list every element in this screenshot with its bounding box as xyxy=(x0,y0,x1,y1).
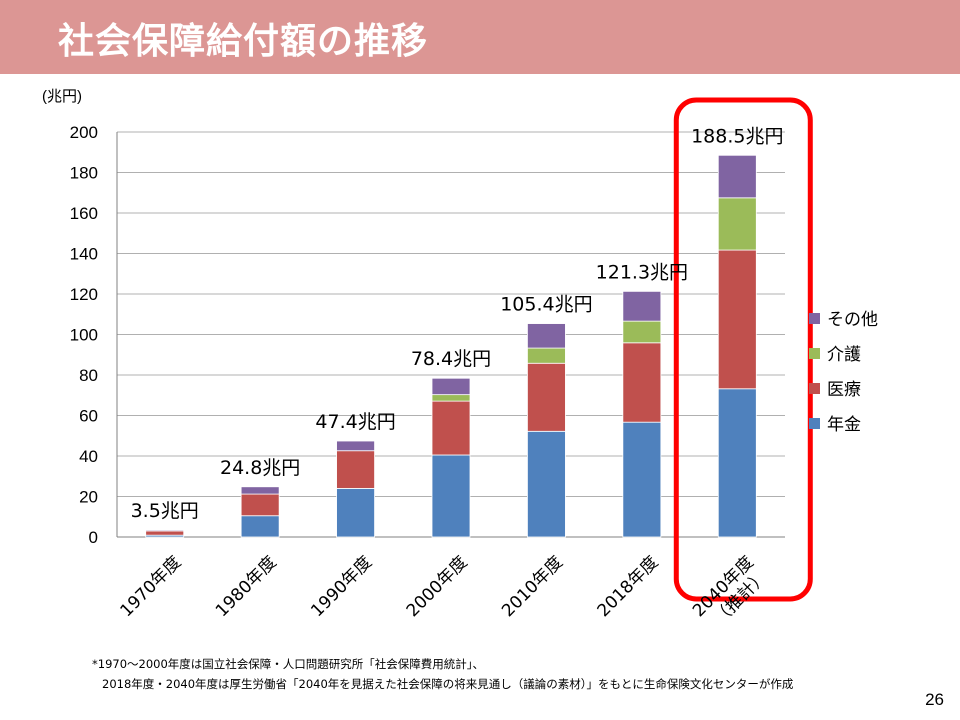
stacked-bar-chart: (兆円) 0 20 40 60 80 100 120 140 160 180 200 3.5兆円 24… xyxy=(42,88,878,629)
page-number: 26 xyxy=(925,690,944,709)
bar-segment xyxy=(717,249,757,390)
legend-label: 医療 xyxy=(827,380,861,400)
y-tick-labels: 0 20 40 60 80 100 120 140 160 180 200 xyxy=(70,123,98,547)
y-tick-label: 100 xyxy=(70,326,98,345)
total-label: 3.5兆円 xyxy=(131,500,199,522)
legend-label: 介護 xyxy=(827,345,861,365)
slide-title: 社会保障給付額の推移 xyxy=(58,21,429,62)
bar-segment xyxy=(145,530,185,536)
bar-segment xyxy=(240,515,280,538)
legend-label: その他 xyxy=(827,310,878,330)
x-tick-label: 1990年度 xyxy=(307,552,376,621)
x-tick-label-line: 1980年度 xyxy=(212,552,281,621)
bar-segment xyxy=(431,394,471,402)
x-tick-label: 1980年度 xyxy=(212,552,281,621)
bar-segment xyxy=(336,450,375,489)
total-label: 188.5兆円 xyxy=(691,125,783,147)
y-tick-label: 160 xyxy=(70,204,98,223)
bar-segment xyxy=(717,388,757,538)
y-axis-unit-label: (兆円) xyxy=(42,88,82,105)
legend-swatch xyxy=(809,313,820,324)
bar-segment xyxy=(622,290,662,322)
x-tick-label: 2000年度 xyxy=(403,552,472,621)
bar-segment xyxy=(717,154,757,199)
x-tick-labels: 1970年度 1980年度 1990年度 2000年度 2010年度 2018年度 2040… xyxy=(116,552,772,628)
bar-segment xyxy=(717,197,757,251)
bars xyxy=(145,154,757,538)
bar-segment xyxy=(431,377,471,396)
x-tick-label: 1970年度 xyxy=(116,552,185,621)
total-label: 121.3兆円 xyxy=(596,261,688,283)
x-tick-label: 2040年度（推計） xyxy=(689,552,772,628)
bar-segment xyxy=(336,487,375,538)
y-tick-label: 200 xyxy=(70,123,98,142)
bar-segment xyxy=(527,347,566,364)
total-label: 47.4兆円 xyxy=(315,411,395,433)
y-tick-label: 40 xyxy=(79,447,98,466)
x-tick-label-line: 2018年度 xyxy=(594,552,663,621)
total-label: 105.4兆円 xyxy=(500,294,592,316)
bar-segment xyxy=(527,430,566,538)
y-tick-label: 0 xyxy=(89,528,98,547)
x-tick-label: 2018年度 xyxy=(594,552,663,621)
bar-segment xyxy=(336,440,375,452)
y-tick-label: 120 xyxy=(70,285,98,304)
total-label: 24.8兆円 xyxy=(220,457,300,479)
bar-segment xyxy=(622,421,662,538)
legend-swatch xyxy=(809,383,820,394)
x-tick-label-line: 2010年度 xyxy=(498,552,567,621)
x-tick-label-line: 1990年度 xyxy=(307,552,376,621)
footnote-line-2: 2018年度・2040年度は厚生労働省「2040年を見据えた社会保障の将来見通し… xyxy=(102,677,794,691)
bar-segment xyxy=(145,529,185,532)
bar-segment xyxy=(240,486,280,495)
x-tick-label-line: 2000年度 xyxy=(403,552,472,621)
y-tick-label: 80 xyxy=(79,366,98,385)
y-tick-label: 20 xyxy=(79,488,98,507)
legend-swatch xyxy=(809,348,820,359)
bar-segment xyxy=(527,362,566,432)
total-label: 78.4兆円 xyxy=(411,348,491,370)
bar-segment xyxy=(622,342,662,423)
y-tick-label: 140 xyxy=(70,245,98,264)
bar-segment xyxy=(431,454,471,538)
y-tick-label: 60 xyxy=(79,407,98,426)
bar-segment xyxy=(240,493,280,517)
x-tick-label: 2010年度 xyxy=(498,552,567,621)
bar-segment xyxy=(431,400,471,456)
x-tick-label-line: 1970年度 xyxy=(116,552,185,621)
footnote-line-1: *1970～2000年度は国立社会保障・人口問題研究所「社会保障費用統計」、 xyxy=(92,657,485,671)
y-tick-label: 180 xyxy=(70,164,98,183)
legend-label: 年金 xyxy=(827,415,861,435)
legend-swatch xyxy=(809,418,820,429)
bar-segment xyxy=(622,320,662,344)
title-bar: 社会保障給付額の推移 xyxy=(0,0,960,74)
bar-segment xyxy=(527,323,566,349)
